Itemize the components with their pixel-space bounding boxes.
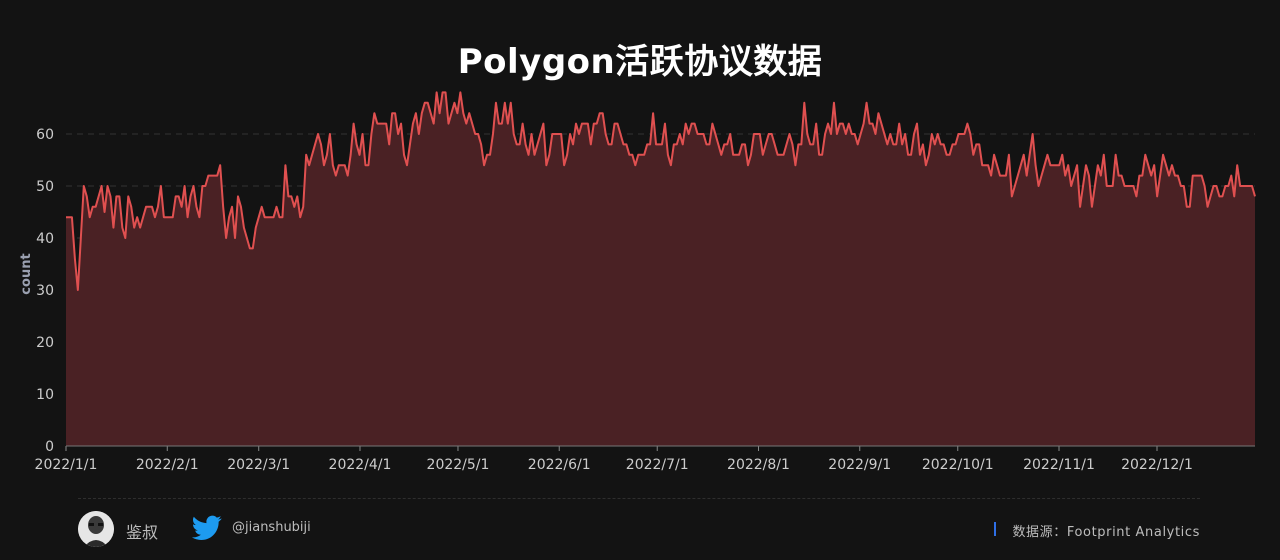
data-source: 数据源：Footprint Analytics bbox=[1012, 521, 1200, 540]
y-axis-label: count bbox=[19, 253, 34, 294]
x-tick-label: 2022/1/1 bbox=[35, 457, 98, 473]
y-tick-label: 50 bbox=[36, 179, 54, 195]
x-axis-ticks: 2022/1/1 2022/2/1 2022/3/1 2022/4/1 2022/5/1… bbox=[35, 446, 1193, 473]
x-tick-label: 2022/6/1 bbox=[528, 457, 591, 473]
x-tick-label: 2022/5/1 bbox=[427, 457, 490, 473]
twitter-icon[interactable] bbox=[192, 515, 222, 541]
y-axis-ticks: 0 10 20 30 40 50 60 bbox=[36, 127, 54, 455]
x-tick-label: 2022/8/1 bbox=[727, 457, 790, 473]
x-tick-label: 2022/11/1 bbox=[1023, 457, 1095, 473]
area-fill bbox=[66, 92, 1255, 447]
y-tick-label: 40 bbox=[36, 231, 54, 247]
y-tick-label: 0 bbox=[45, 439, 54, 455]
y-tick-label: 60 bbox=[36, 127, 54, 143]
x-tick-label: 2022/2/1 bbox=[136, 457, 199, 473]
source-label: 数据源： bbox=[1012, 525, 1067, 540]
y-tick-label: 20 bbox=[36, 335, 54, 351]
source-accent-bar bbox=[994, 522, 996, 536]
x-tick-label: 2022/12/1 bbox=[1121, 457, 1193, 473]
series-line bbox=[66, 91, 1256, 291]
x-tick-label: 2022/7/1 bbox=[626, 457, 689, 473]
twitter-handle[interactable]: @jianshubiji bbox=[232, 520, 311, 535]
source-name: Footprint Analytics bbox=[1066, 525, 1200, 540]
page-title: Polygon活跃协议数据 bbox=[457, 42, 823, 82]
x-tick-label: 2022/10/1 bbox=[922, 457, 994, 473]
y-tick-label: 30 bbox=[36, 283, 54, 299]
author-name: 鉴叔 bbox=[126, 523, 159, 542]
avatar bbox=[78, 511, 114, 547]
x-tick-label: 2022/3/1 bbox=[227, 457, 290, 473]
x-tick-label: 2022/4/1 bbox=[329, 457, 392, 473]
x-tick-label: 2022/9/1 bbox=[828, 457, 891, 473]
footer-divider bbox=[78, 498, 1200, 499]
y-tick-label: 10 bbox=[36, 387, 54, 403]
